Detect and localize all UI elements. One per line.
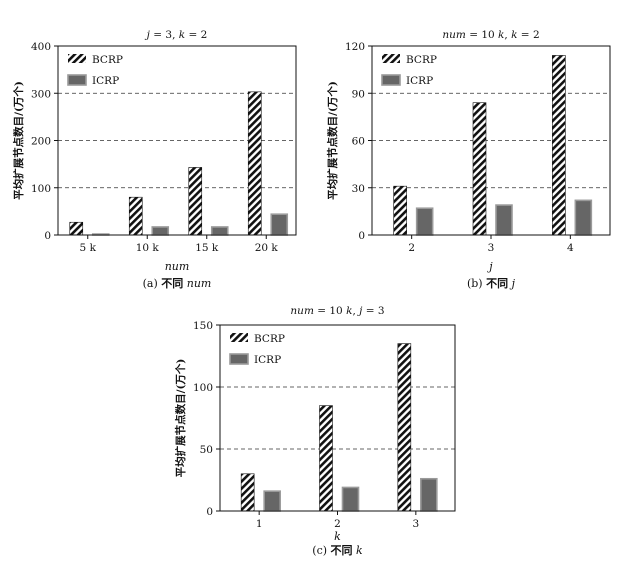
y-tick-label: 60 [352,136,365,148]
chart-title: num = 10 k, j = 3 [290,305,384,317]
x-tick-label: 3 [412,518,419,530]
x-axis-label: num [165,260,190,273]
bar-icrp [270,213,289,236]
legend-label-bcrp: BCRP [406,54,437,66]
chart-caption: (a) 不同 num [143,277,212,290]
bar-bcrp [128,196,143,236]
bar-icrp [415,207,434,236]
chart-caption: (b) 不同 j [467,277,516,290]
legend-swatch-bcrp [68,54,86,63]
legend-label-bcrp: BCRP [254,333,285,345]
legend-swatch-icrp [229,353,249,365]
bar-icrp [341,486,360,512]
chart-panel-b: 0 30 60 90 120 2 3 4 BCRP ICRP num = 10 k, k = 2 平均… [326,29,611,290]
bar-icrp [495,204,513,236]
x-tick-label: 10 k [136,242,160,254]
y-tick-label: 0 [358,230,365,242]
legend-label-icrp: ICRP [92,75,119,87]
bar-bcrp [319,405,333,512]
y-tick-label: 100 [31,183,51,195]
x-tick-label: 2 [408,242,415,254]
bar-bcrp [69,221,84,236]
chart-caption: (c) 不同 k [312,544,363,557]
bar-icrp [420,477,438,512]
y-tick-label: 0 [44,230,51,242]
chart-title: j = 3, k = 2 [145,29,208,41]
y-tick-label: 100 [193,382,213,394]
plot-frame [57,45,297,236]
plot-frame [219,324,456,512]
bar-icrp [574,199,593,236]
bar-bcrp [240,473,255,512]
y-axis-label: 平均扩展节点数目/(万个) [12,81,25,200]
x-tick-label: 1 [256,518,263,530]
x-tick-label: 2 [334,518,341,530]
y-tick-label: 120 [345,41,365,53]
y-tick-label: 300 [31,88,51,100]
chart-panel-a: 0 100 200 300 400 5 k 10 k 15 k 20 k BCRP ICRP j = … [12,29,297,290]
x-tick-label: 20 k [255,242,279,254]
y-tick-label: 400 [31,41,51,53]
y-tick-label: 150 [193,320,213,332]
x-tick-label: 3 [488,242,495,254]
y-tick-label: 50 [200,444,213,456]
x-axis-label: k [334,530,341,543]
y-tick-label: 90 [352,88,365,100]
x-tick-label: 5 k [80,242,97,254]
bar-bcrp [552,55,566,236]
y-axis-label: 平均扩展节点数目/(万个) [326,81,339,200]
x-tick-label: 4 [567,242,574,254]
bar-bcrp [472,102,487,236]
bar-bcrp [393,185,407,236]
chart-panel-c: 0 50 100 150 1 2 3 BCRP ICRP num = 10 k, j = 3 平均扩… [174,305,456,557]
legend-swatch-bcrp [382,54,400,63]
y-axis-label: 平均扩展节点数目/(万个) [174,359,187,478]
plot-frame [371,45,611,236]
y-tick-label: 30 [352,183,365,195]
legend-label-icrp: ICRP [254,354,281,366]
bar-bcrp [247,91,262,236]
legend-swatch-icrp [381,74,401,86]
bar-bcrp [397,343,412,512]
bar-bcrp [188,167,203,236]
y-tick-label: 0 [206,506,213,518]
y-tick-label: 200 [31,136,51,148]
bar-icrp [263,490,281,512]
legend-swatch-bcrp [230,333,248,342]
bar-icrp [151,226,170,236]
bar-icrp [210,226,229,236]
x-axis-label: j [486,260,493,273]
legend-label-icrp: ICRP [406,75,433,87]
legend-label-bcrp: BCRP [92,54,123,66]
x-tick-label: 15 k [195,242,219,254]
legend-swatch-icrp [67,74,87,86]
chart-title: num = 10 k, k = 2 [442,29,539,41]
